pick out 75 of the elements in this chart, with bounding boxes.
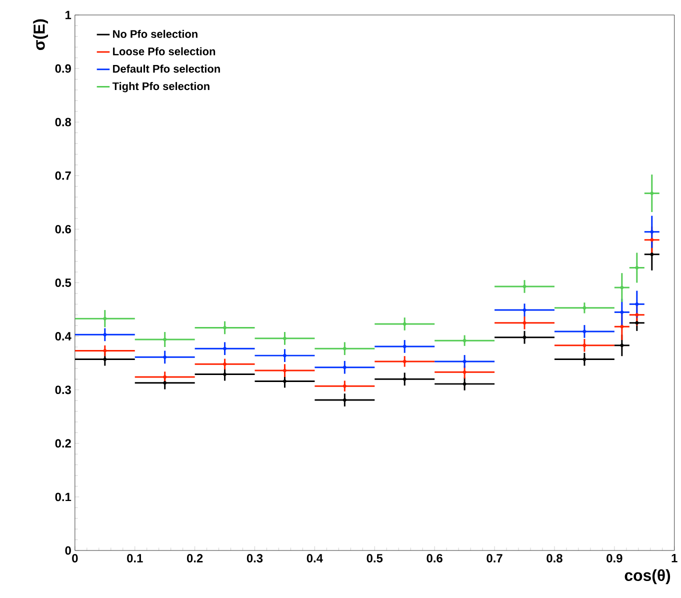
- y-tick-label: 0.1: [55, 492, 72, 501]
- point: [650, 238, 654, 242]
- point: [222, 346, 227, 350]
- y-tick-label: 0.9: [55, 64, 71, 73]
- x-tick-label: 0.4: [306, 554, 323, 562]
- point: [620, 286, 624, 290]
- point: [342, 365, 346, 369]
- y-tick-label: 0.3: [55, 385, 71, 394]
- y-tick-label: 0.2: [55, 438, 71, 448]
- x-tick-label: 0.3: [246, 554, 263, 562]
- y-tick-label: 0.6: [55, 224, 71, 234]
- point: [635, 266, 639, 270]
- point: [282, 336, 287, 340]
- y-tick-label: 0.5: [55, 278, 72, 287]
- point: [402, 377, 406, 381]
- point: [103, 348, 107, 352]
- point: [342, 346, 346, 350]
- point: [163, 355, 167, 359]
- point: [222, 372, 227, 376]
- point: [620, 343, 624, 347]
- point: [582, 306, 586, 310]
- point: [650, 252, 654, 256]
- point: [582, 343, 586, 347]
- point: [402, 322, 406, 326]
- y-tick-label: 0: [65, 546, 71, 554]
- point: [522, 320, 526, 324]
- point: [462, 370, 466, 374]
- y-tick-label: 0.4: [55, 332, 72, 340]
- point: [282, 379, 287, 383]
- point: [402, 344, 406, 348]
- point: [163, 380, 167, 384]
- point: [522, 284, 526, 288]
- point: [650, 230, 654, 234]
- y-tick-label: 1: [66, 10, 72, 19]
- point: [620, 324, 624, 328]
- point: [635, 302, 639, 306]
- x-tick-label: 0.1: [127, 554, 143, 562]
- point: [462, 338, 466, 342]
- point: [342, 398, 346, 402]
- point: [620, 310, 624, 314]
- x-tick-label: 1: [672, 554, 678, 562]
- point: [222, 362, 227, 366]
- point: [402, 359, 406, 364]
- x-tick-label: 0.5: [366, 554, 383, 562]
- y-tick-label: 0.7: [55, 171, 71, 180]
- legend-label: Tight Pfo selection: [112, 82, 210, 92]
- x-tick-label: 0.9: [606, 554, 622, 562]
- point: [282, 354, 287, 358]
- legend-label: Default Pfo selection: [113, 64, 220, 72]
- legend-label: Loose Pfo selection: [113, 47, 216, 56]
- point: [222, 326, 227, 330]
- x-tick-label: 0.2: [186, 554, 203, 562]
- point: [582, 329, 586, 334]
- y-axis-title: σ(E): [33, 19, 48, 50]
- x-tick-label: 0: [72, 554, 78, 562]
- x-tick-label: 0.7: [486, 554, 502, 562]
- point: [103, 332, 107, 336]
- x-tick-label: 0.6: [426, 554, 442, 562]
- point: [462, 359, 466, 364]
- point: [462, 382, 466, 386]
- point: [635, 320, 639, 324]
- x-axis-title: cos(θ): [624, 569, 670, 584]
- point: [163, 337, 167, 342]
- point: [522, 308, 526, 312]
- point: [635, 312, 639, 316]
- point: [522, 335, 526, 339]
- x-tick-label: 0.8: [546, 554, 562, 562]
- point: [163, 374, 167, 379]
- point: [103, 357, 107, 361]
- y-tick-label: 0.8: [55, 118, 72, 126]
- legend-label: No Pfo selection: [113, 30, 198, 38]
- point: [103, 316, 107, 320]
- point: [342, 384, 346, 388]
- point: [282, 368, 287, 372]
- point: [650, 191, 654, 195]
